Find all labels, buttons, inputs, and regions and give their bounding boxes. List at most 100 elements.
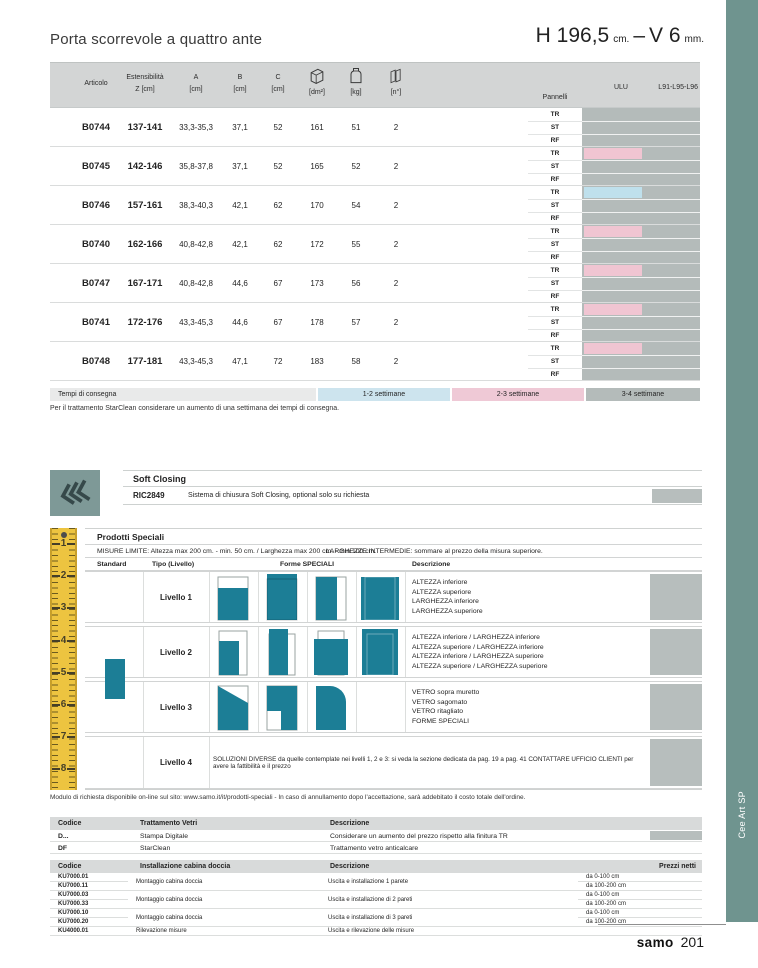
cell-c: 72 <box>273 357 283 366</box>
soft-closing-panel: Soft Closing RIC2849 Sistema di chiusura… <box>123 470 702 505</box>
column-divider <box>143 682 144 732</box>
cell-dm2: 170 <box>310 201 324 210</box>
column-divider <box>356 682 357 732</box>
subrow-line <box>528 121 582 122</box>
cell-kg: 52 <box>351 162 361 171</box>
cell-a: 43,3-45,3 <box>179 357 213 366</box>
ruler-major-tick <box>67 639 75 642</box>
cell-codice: KU7000.01 <box>50 873 128 882</box>
subrow-line <box>528 160 582 161</box>
shape-cell <box>211 629 255 682</box>
panel-subrow: ST <box>50 277 700 290</box>
cell-n: 2 <box>393 201 399 210</box>
side-tab-label: Cee Art SP <box>737 791 747 839</box>
panel-label-rf: RF <box>550 254 560 261</box>
col-standard: Standard <box>97 561 127 568</box>
cell <box>642 873 702 882</box>
cell-trattamento: StarClean <box>140 844 171 852</box>
cell <box>642 908 702 918</box>
soft-closing-title: Soft Closing <box>123 470 702 487</box>
cell-dm2: 172 <box>310 240 324 249</box>
subrow-line <box>528 329 582 330</box>
ruler-major-tick <box>67 543 75 545</box>
installazione-table: Codice Installazione cabina doccia Descr… <box>50 860 702 936</box>
col-codice: Codice <box>58 863 82 870</box>
cell-dm2: 173 <box>310 279 324 288</box>
cell-a: 40,8-42,8 <box>179 240 213 249</box>
shape-cell <box>211 574 255 627</box>
ruler-major-tick <box>52 768 60 771</box>
ruler-number: 6 <box>60 699 67 710</box>
larghezze-intermedie-text: LARGHEZZE INTERMEDIE: sommare al prezzo … <box>326 548 543 555</box>
delivery-bar-pink <box>584 226 642 237</box>
cell-codice: KU7000.20 <box>50 917 128 927</box>
col-l91: L91-L95-L96 <box>658 84 698 91</box>
cell-articolo: B0745 <box>82 161 110 172</box>
cell-n: 2 <box>393 357 399 366</box>
livello-descriptions: VETRO sopra muretto VETRO sagomato VETRO r… <box>412 682 647 732</box>
ruler-major-tick <box>67 768 75 771</box>
panel-subrow: TR <box>50 108 700 121</box>
soft-closing-code: RIC2849 <box>133 491 165 500</box>
cell: da 100-200 cm <box>578 917 642 927</box>
legend-item: 2-3 settimane <box>452 388 584 401</box>
cell: Montaggio cabina doccia <box>128 890 320 909</box>
shape-cell <box>260 574 304 627</box>
cell-codice: D... <box>58 832 69 840</box>
livello-row: Livello 3 VETRO sopra muretto VETRO sagoma… <box>85 681 702 733</box>
column-divider <box>356 572 357 622</box>
col-b-unit: [cm] <box>233 86 247 93</box>
side-tab-cee-art-sp[interactable]: Cee Art SP <box>726 772 758 858</box>
ruler-ticks-left <box>52 528 58 790</box>
cell-n: 2 <box>393 318 399 327</box>
cell-articolo: B0740 <box>82 239 110 250</box>
cell-b: 47,1 <box>232 357 248 366</box>
cell-kg: 56 <box>351 279 361 288</box>
trattamento-row: D... Stampa Digitale Considerare un aument… <box>50 830 702 842</box>
cell-codice: KU7000.10 <box>50 908 128 918</box>
installazione-row: KU7000.20 da 100-200 cm <box>50 917 702 927</box>
footer-rule <box>598 924 726 925</box>
cell-codice: KU4000.01 <box>50 926 128 936</box>
panel-label-st: ST <box>550 163 560 170</box>
height-value: H 196,5 <box>535 24 610 47</box>
prodotti-speciali-title: Prodotti Speciali <box>85 529 702 545</box>
article-row: B0741 172-176 43,3-45,3 44,6 67 178 57 2 TR ST RF <box>50 303 700 342</box>
panel-label-st: ST <box>550 241 560 248</box>
cell-codice: KU7000.33 <box>50 899 128 909</box>
description-line: ALTEZZA inferiore <box>412 579 468 586</box>
cell <box>642 890 702 900</box>
cell-n: 2 <box>393 162 399 171</box>
cell <box>642 899 702 909</box>
cell-dm2: 161 <box>310 123 324 132</box>
subrow-line <box>582 238 700 239</box>
subrow-line <box>528 277 582 278</box>
shape-cell <box>309 574 353 627</box>
subrow-line <box>582 160 700 161</box>
description-line: VETRO sopra muretto <box>412 689 480 696</box>
price-accent-box <box>650 684 702 730</box>
panel-label-rf: RF <box>550 176 560 183</box>
cell-b: 44,6 <box>232 318 248 327</box>
livello-row: Livello 1 ALTEZZA inferiore ALTEZZA superi… <box>85 571 702 623</box>
cell-b: 37,1 <box>232 123 248 132</box>
panel-subrow: ST <box>50 199 700 212</box>
livello-row: Livello 2 ALTEZZA inferiore / LARGHEZZA i… <box>85 626 702 678</box>
cell-c: 52 <box>273 162 283 171</box>
price-accent-box <box>650 574 702 620</box>
panel-label-rf: RF <box>550 371 560 378</box>
cell-c: 62 <box>273 201 283 210</box>
col-estensibilita-sub: Z [cm] <box>135 86 155 93</box>
cell-descrizione: Trattamento vetro anticalcare <box>330 844 419 852</box>
column-divider <box>405 572 406 622</box>
ruler-number: 5 <box>60 666 67 678</box>
installazione-row: KU7000.33 da 100-200 cm <box>50 899 702 909</box>
column-divider <box>143 737 144 788</box>
cell-c: 67 <box>273 318 283 327</box>
prodotti-col-headers: Standard Tipo (Livello) Forme SPECIALI D… <box>85 558 702 571</box>
col-tipo-livello: Tipo (Livello) <box>152 561 195 568</box>
cell <box>642 881 702 891</box>
cell-articolo: B0746 <box>82 200 110 211</box>
col-n: [n°] <box>390 89 402 96</box>
cell: Uscita e installazione di 3 pareti <box>320 908 578 927</box>
